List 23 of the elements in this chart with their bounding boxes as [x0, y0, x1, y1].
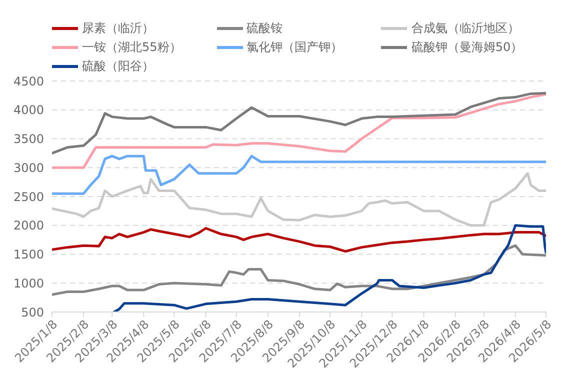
y-tick-label: 4500 [13, 74, 44, 88]
line-series [52, 244, 546, 296]
y-tick-label: 3500 [13, 132, 44, 146]
line-series [52, 92, 546, 154]
legend-label: 硫酸铵 [246, 20, 283, 37]
y-tick-label: 3000 [13, 160, 44, 175]
legend-label: 硫酸（阳谷） [82, 58, 154, 75]
line-series [52, 93, 546, 169]
line-series [52, 227, 546, 253]
line-series [52, 172, 546, 227]
legend-label: 尿素（临沂） [82, 20, 154, 37]
legend-label: 硫酸钾（曼海姆50） [411, 39, 523, 56]
legend-label: 氯化钾（国产钾） [246, 39, 343, 56]
y-tick-label: 2500 [13, 190, 44, 204]
legend-label: 合成氨（临沂地区） [411, 20, 520, 37]
legend-label: 一铵（湖北55粉） [82, 39, 182, 56]
y-tick-label: 2000 [13, 218, 44, 233]
y-tick-label: 500 [21, 305, 44, 320]
line-series [52, 154, 546, 195]
line-series [112, 224, 546, 312]
y-tick-label: 4000 [13, 103, 44, 118]
y-tick-label: 1500 [13, 248, 44, 262]
y-tick-label: 1000 [13, 276, 44, 290]
